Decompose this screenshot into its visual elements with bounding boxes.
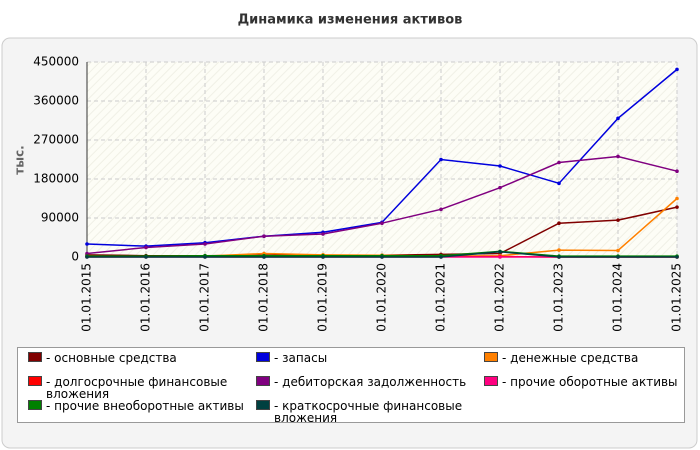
x-tick-label: 01.01.2016	[139, 263, 153, 332]
point	[498, 250, 502, 254]
legend-item: долгосрочные финансовые вложения	[18, 372, 246, 400]
legend-item: краткосрочные финансовые вложения	[246, 396, 474, 424]
legend-swatch	[256, 376, 270, 386]
point	[203, 242, 207, 246]
legend-item: прочие оборотные активы	[474, 372, 684, 396]
point	[498, 185, 502, 190]
legend-label: прочие оборотные активы	[502, 376, 677, 388]
point	[85, 255, 89, 259]
point	[85, 242, 89, 246]
y-tick-label: 0	[71, 250, 79, 264]
point	[675, 196, 679, 201]
legend-swatch	[256, 352, 270, 362]
x-tick-label: 01.01.2015	[80, 263, 94, 332]
point	[439, 157, 443, 162]
legend-label: денежные средства	[502, 352, 638, 364]
legend-item: денежные средства	[474, 348, 684, 372]
x-tick-label: 01.01.2017	[198, 263, 212, 332]
x-tick-label: 01.01.2022	[493, 263, 507, 332]
legend-item: прочие внеоборотные активы	[18, 396, 246, 420]
point	[321, 232, 325, 236]
legend-label: краткосрочные финансовые вложения	[274, 400, 474, 424]
point	[616, 218, 620, 222]
legend-swatch	[484, 376, 498, 386]
point	[675, 255, 679, 259]
legend-label: запасы	[274, 352, 327, 364]
point	[144, 255, 148, 259]
point	[557, 160, 561, 165]
point	[616, 248, 620, 253]
point	[557, 255, 561, 259]
point	[498, 255, 502, 259]
point	[675, 205, 679, 209]
legend-label: долгосрочные финансовые вложения	[46, 376, 246, 400]
point	[380, 221, 384, 225]
point	[616, 154, 620, 159]
legend: основные средства запасы денежные средства…	[17, 347, 685, 424]
point	[557, 248, 561, 252]
legend-label: прочие внеоборотные активы	[46, 400, 244, 412]
point	[262, 234, 266, 238]
y-tick-label: 450000	[33, 55, 79, 69]
legend-swatch	[484, 352, 498, 362]
legend-item: основные средства	[18, 348, 246, 372]
point	[557, 181, 561, 186]
x-tick-label: 01.01.2019	[316, 263, 330, 332]
legend-label: основные средства	[46, 352, 177, 364]
point	[380, 255, 384, 259]
point	[675, 67, 679, 72]
point	[203, 255, 207, 259]
point	[85, 251, 89, 256]
x-tick-label: 01.01.2021	[434, 263, 448, 332]
point	[439, 207, 443, 212]
y-tick-label: 90000	[41, 211, 79, 225]
point	[321, 255, 325, 259]
x-tick-label: 01.01.2024	[611, 263, 625, 332]
point	[616, 116, 620, 121]
point	[498, 164, 502, 168]
point	[557, 221, 561, 225]
y-tick-label: 180000	[33, 172, 79, 186]
legend-label: дебиторская задолженность	[274, 376, 466, 388]
point	[262, 255, 266, 259]
y-axis-label: тыс.	[13, 145, 27, 174]
point	[675, 169, 679, 173]
x-tick-label: 01.01.2023	[552, 263, 566, 332]
x-tick-label: 01.01.2018	[257, 263, 271, 332]
y-tick-label: 360000	[33, 94, 79, 108]
point	[439, 255, 443, 259]
y-tick-label: 270000	[33, 133, 79, 147]
legend-swatch	[28, 376, 42, 386]
x-tick-label: 01.01.2025	[670, 263, 684, 332]
legend-item: запасы	[246, 348, 474, 372]
x-tick-label: 01.01.2020	[375, 263, 389, 332]
point	[616, 255, 620, 259]
legend-item: дебиторская задолженность	[246, 372, 474, 396]
point	[144, 245, 148, 250]
legend-swatch	[28, 400, 42, 410]
chart-title: Динамика изменения активов	[238, 13, 463, 28]
legend-swatch	[28, 352, 42, 362]
legend-swatch	[256, 400, 270, 410]
